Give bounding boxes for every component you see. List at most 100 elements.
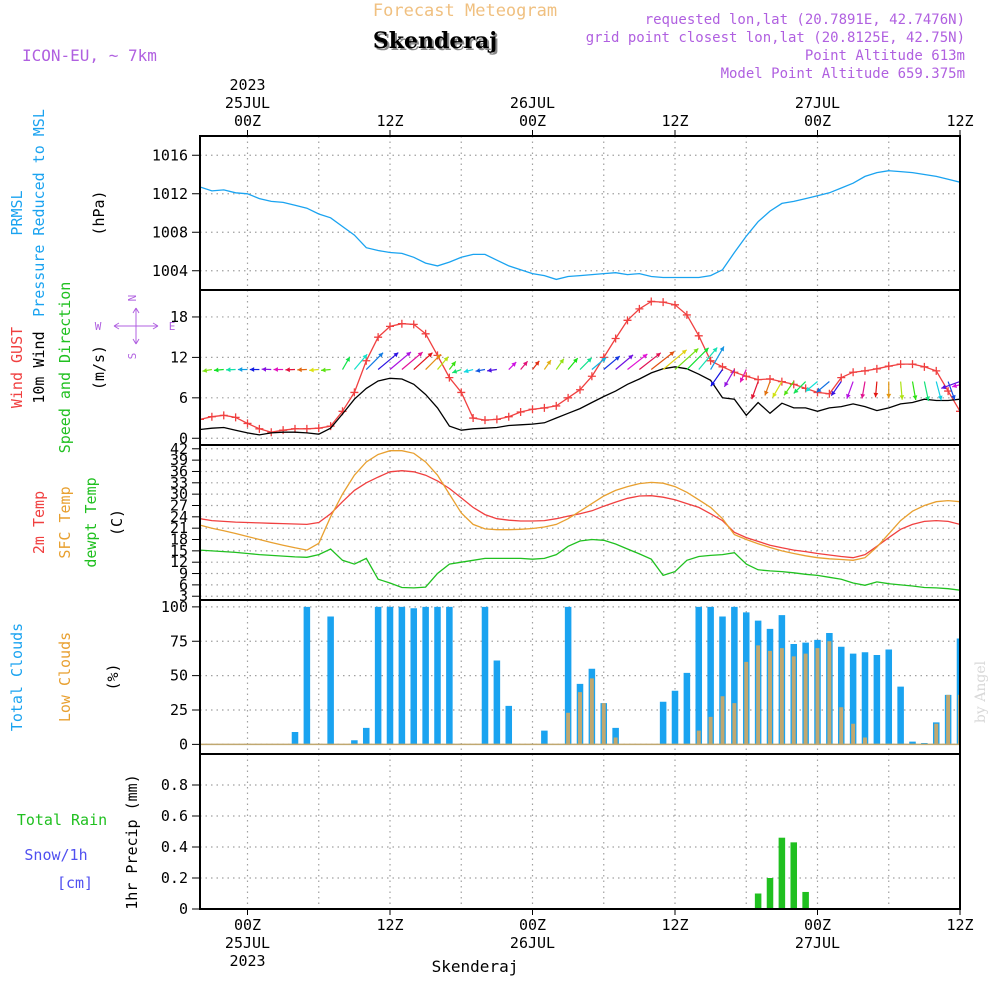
series-line-wind-gust (200, 300, 960, 433)
wind-arrow-head (724, 381, 729, 387)
wind-arrow-head (873, 392, 879, 398)
gust-point (409, 320, 418, 329)
product-title: Forecast Meteogram (373, 1, 557, 21)
wind-arrow-head (202, 368, 208, 373)
gust-point (992, 423, 1000, 431)
low-cloud-bar (732, 703, 737, 745)
gust-point (481, 416, 489, 425)
gust-point (671, 300, 679, 309)
total-cloud-bar (446, 606, 453, 745)
gust-point (386, 322, 394, 331)
total-cloud-bar (612, 727, 619, 745)
wind-arrow-head (573, 358, 578, 364)
gust-point (255, 424, 264, 433)
compass-west: W (95, 320, 102, 333)
low-cloud-bar (696, 730, 701, 745)
wind-arrow (200, 369, 201, 371)
ylabel-temperature-0: 2m Temp (30, 491, 48, 554)
ytick-label: 75 (170, 632, 188, 650)
total-cloud-bar (873, 655, 881, 745)
total-cloud-bar (564, 606, 572, 745)
ytick-label: 100 (161, 598, 188, 616)
ytick-label: 0.2 (161, 869, 188, 887)
wind-arrow-head (784, 390, 789, 396)
total-cloud-bar (909, 741, 916, 745)
total-cloud-bar (719, 616, 726, 745)
wind-arrow (650, 351, 675, 370)
time-top-label: 25JUL (225, 94, 270, 112)
time-top-label: 00Z (234, 112, 261, 130)
total-cloud-bar (897, 686, 904, 745)
wind-arrow-head (321, 367, 326, 373)
panel-precip: 0 0.2 0.4 0.6 0.8 Total Rain Snow/1h [cm] 1hr Pr… (17, 753, 961, 918)
ylabel-temperature-1: SFC Temp (56, 486, 74, 558)
total-cloud-bar (481, 606, 489, 745)
wind-arrow-head (487, 367, 492, 373)
ytick-label: 0 (179, 429, 188, 447)
series-line-sfc-temp (200, 450, 960, 561)
compass-east: E (169, 320, 176, 333)
wind-arrow-head (703, 347, 709, 353)
wind-arrow-head (816, 387, 822, 393)
time-bottom-label: 00Z (804, 916, 831, 934)
plot-area-temperature (200, 450, 960, 591)
series-line-2m-temp (200, 470, 960, 559)
wind-arrow (389, 351, 412, 370)
gridpoint-coords: grid point closest lon,lat (20.8125E, 42… (586, 30, 965, 46)
gust-point (291, 424, 299, 433)
watermark: by Angel (973, 660, 989, 723)
wind-arrow-head (273, 367, 278, 372)
ytick-label: 18 (170, 308, 188, 326)
ylabel-wind-3: (m/s) (90, 345, 108, 390)
low-cloud-bar (946, 694, 951, 745)
ylabel-pressure-0: PRMSL (8, 190, 26, 235)
wind-arrow-head (951, 394, 956, 400)
wind-arrow (710, 346, 725, 370)
gust-point (659, 298, 668, 307)
wind-arrow-head (719, 346, 724, 352)
wind-arrow-head (179, 369, 184, 374)
total-cloud-bar (956, 638, 960, 745)
gust-point (200, 415, 204, 424)
gust-point (540, 403, 549, 412)
panel-frame (199, 444, 961, 601)
ytick-label: 0 (179, 900, 188, 918)
gust-point (635, 304, 644, 313)
low-cloud-bar (744, 661, 749, 745)
gust-point (350, 388, 359, 397)
wind-arrow-head (669, 351, 675, 357)
wind-arrow-head (886, 393, 892, 399)
low-cloud-bar (589, 678, 594, 745)
ytick-label: 3 (179, 587, 188, 605)
total-cloud-bar (362, 727, 370, 745)
total-cloud-bar (493, 660, 501, 745)
wind-arrow (377, 352, 399, 370)
plot-area-clouds (200, 606, 974, 746)
total-cloud-bar (422, 606, 429, 745)
footer-location: Skenderaj (432, 957, 519, 976)
plot-area-precip (200, 837, 960, 909)
ytick-label: 0.4 (161, 838, 188, 856)
wind-arrow-head (710, 381, 716, 387)
gust-point (813, 388, 822, 397)
low-cloud-bar (970, 733, 974, 744)
wind-arrow-head (261, 366, 267, 372)
total-cloud-bar (327, 616, 334, 745)
ytick-label: 30 (170, 485, 188, 503)
gust-point (576, 385, 584, 394)
panel-clouds: 0 25 50 75 100 Total Clouds Low Clouds (%) (8, 598, 974, 755)
gust-point (872, 364, 881, 373)
gust-point (694, 331, 703, 340)
ytick-label: 1004 (152, 262, 188, 280)
model-label: ICON-EU, ~ 7km (22, 46, 157, 65)
gust-point (706, 356, 715, 365)
gust-point (932, 366, 941, 375)
location-title: Skenderaj (373, 28, 497, 54)
total-cloud-bar (398, 606, 406, 745)
wind-arrow-head (614, 356, 620, 361)
total-cloud-bar (303, 606, 311, 745)
ytick-label: 6 (179, 389, 188, 407)
low-cloud-bar (601, 703, 606, 745)
total-cloud-bar (659, 701, 667, 745)
